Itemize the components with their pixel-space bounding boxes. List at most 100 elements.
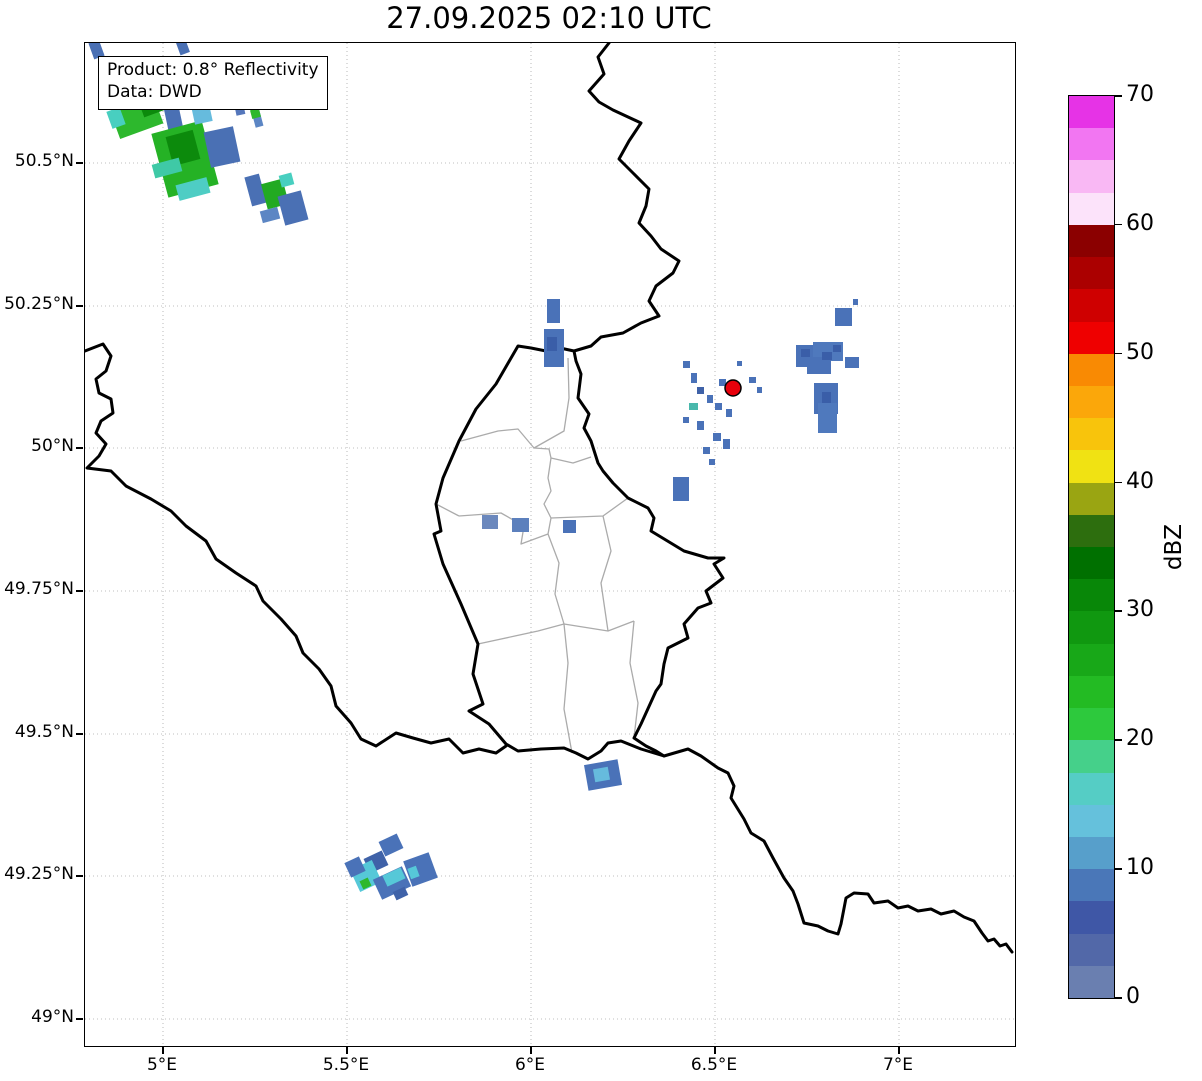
radar-echo: [512, 518, 529, 532]
colorbar-band: [1069, 160, 1114, 193]
colorbar-band: [1069, 707, 1114, 741]
colorbar-band: [1069, 417, 1114, 451]
radar-echo: [697, 421, 704, 430]
colorbar-tick-mark: [1114, 997, 1122, 999]
data-source-label: Data: DWD: [107, 81, 202, 102]
colorbar-band: [1069, 933, 1114, 966]
radar-echo: [683, 361, 690, 368]
radar-echo: [833, 345, 841, 352]
x-tick-mark: [530, 1047, 532, 1054]
radar-echo: [88, 43, 105, 60]
radar-echo: [757, 387, 762, 393]
radar-echo: [277, 190, 309, 226]
country-border: [662, 747, 1014, 954]
country-border: [572, 43, 681, 353]
radar-echo: [835, 308, 852, 326]
radar-echo: [703, 447, 710, 454]
radar-echo: [726, 409, 732, 417]
radar-echo: [845, 357, 859, 368]
y-tick-label: 49.5°N: [14, 722, 74, 742]
radar-echo: [707, 395, 713, 403]
product-info-box: Product: 0.8° Reflectivity Data: DWD: [98, 56, 328, 110]
radar-echo: [175, 177, 211, 201]
colorbar-tick-mark: [1114, 481, 1122, 484]
radar-echo: [737, 361, 742, 366]
colorbar-tick-label: 70: [1126, 82, 1154, 107]
y-tick-label: 50.25°N: [4, 294, 74, 314]
y-tick-label: 50°N: [31, 436, 74, 456]
admin-border: [629, 620, 639, 739]
y-tick-label: 49.75°N: [4, 579, 74, 599]
x-tick-label: 6.5°E: [690, 1055, 738, 1075]
admin-border: [547, 533, 573, 754]
y-tick-label: 49°N: [31, 1007, 74, 1027]
x-tick-mark: [714, 1047, 716, 1054]
radar-echo: [547, 337, 557, 351]
radar-site-marker: [724, 379, 742, 397]
radar-echo: [691, 373, 697, 383]
radar-echo: [278, 172, 295, 188]
map-canvas: [85, 43, 1015, 1046]
radar-echo: [697, 387, 704, 394]
product-label: Product: 0.8° Reflectivity: [107, 60, 319, 80]
colorbar-band: [1069, 95, 1114, 129]
y-tick-mark: [76, 447, 83, 449]
radar-echo: [853, 299, 858, 305]
colorbar-tick-mark: [1114, 739, 1122, 741]
colorbar-band: [1069, 739, 1114, 773]
colorbar-band: [1069, 772, 1114, 805]
radar-echo: [807, 357, 831, 374]
colorbar-band: [1069, 900, 1114, 934]
y-tick-mark: [76, 1018, 83, 1020]
colorbar-band: [1069, 256, 1114, 290]
radar-echo: [818, 403, 837, 433]
admin-border: [533, 357, 570, 449]
colorbar-tick-label: 40: [1126, 468, 1154, 494]
admin-border: [477, 620, 635, 645]
colorbar-band: [1069, 546, 1114, 580]
radar-echo: [203, 126, 241, 168]
radar-echo: [259, 206, 281, 224]
radar-echo: [592, 766, 611, 783]
radar-echo: [563, 520, 576, 533]
country-border: [432, 344, 726, 761]
colorbar-band: [1069, 804, 1114, 837]
y-tick-mark: [76, 590, 83, 592]
radar-echo: [382, 867, 406, 887]
colorbar-tick-label: 10: [1126, 855, 1154, 881]
x-tick-mark: [346, 1047, 348, 1054]
colorbar-band: [1069, 578, 1114, 612]
admin-border: [600, 515, 612, 632]
radar-echo: [249, 107, 262, 120]
x-tick-mark: [898, 1047, 900, 1054]
radar-echo: [713, 433, 721, 441]
colorbar-tick-mark: [1114, 352, 1122, 355]
colorbar-tick-label: 50: [1126, 339, 1154, 365]
colorbar-tick-label: 30: [1126, 597, 1154, 623]
radar-echo: [723, 439, 730, 449]
radar-echo: [165, 129, 201, 167]
y-tick-mark: [76, 733, 83, 735]
x-tick-mark: [162, 1047, 164, 1054]
radar-echo: [547, 299, 560, 323]
radar-echo: [151, 157, 183, 179]
colorbar-band: [1069, 192, 1114, 225]
colorbar-band: [1069, 321, 1114, 354]
radar-echo: [673, 477, 689, 501]
colorbar-band: [1069, 224, 1114, 258]
colorbar-band: [1069, 965, 1114, 998]
admin-border: [458, 457, 552, 545]
colorbar-band: [1069, 836, 1114, 870]
country-border: [85, 342, 508, 755]
page-title: 27.09.2025 02:10 UTC: [386, 1, 712, 35]
admin-border: [435, 503, 460, 517]
colorbar-band: [1069, 675, 1114, 709]
radar-echo: [801, 349, 810, 357]
colorbar-unit-label: dBZ: [1161, 523, 1187, 571]
radar-echo: [482, 515, 498, 529]
colorbar-band: [1069, 288, 1114, 322]
radar-echo: [683, 417, 689, 423]
colorbar-band: [1069, 514, 1114, 547]
colorbar-tick-mark: [1114, 95, 1122, 97]
y-tick-label: 50.5°N: [14, 151, 74, 171]
